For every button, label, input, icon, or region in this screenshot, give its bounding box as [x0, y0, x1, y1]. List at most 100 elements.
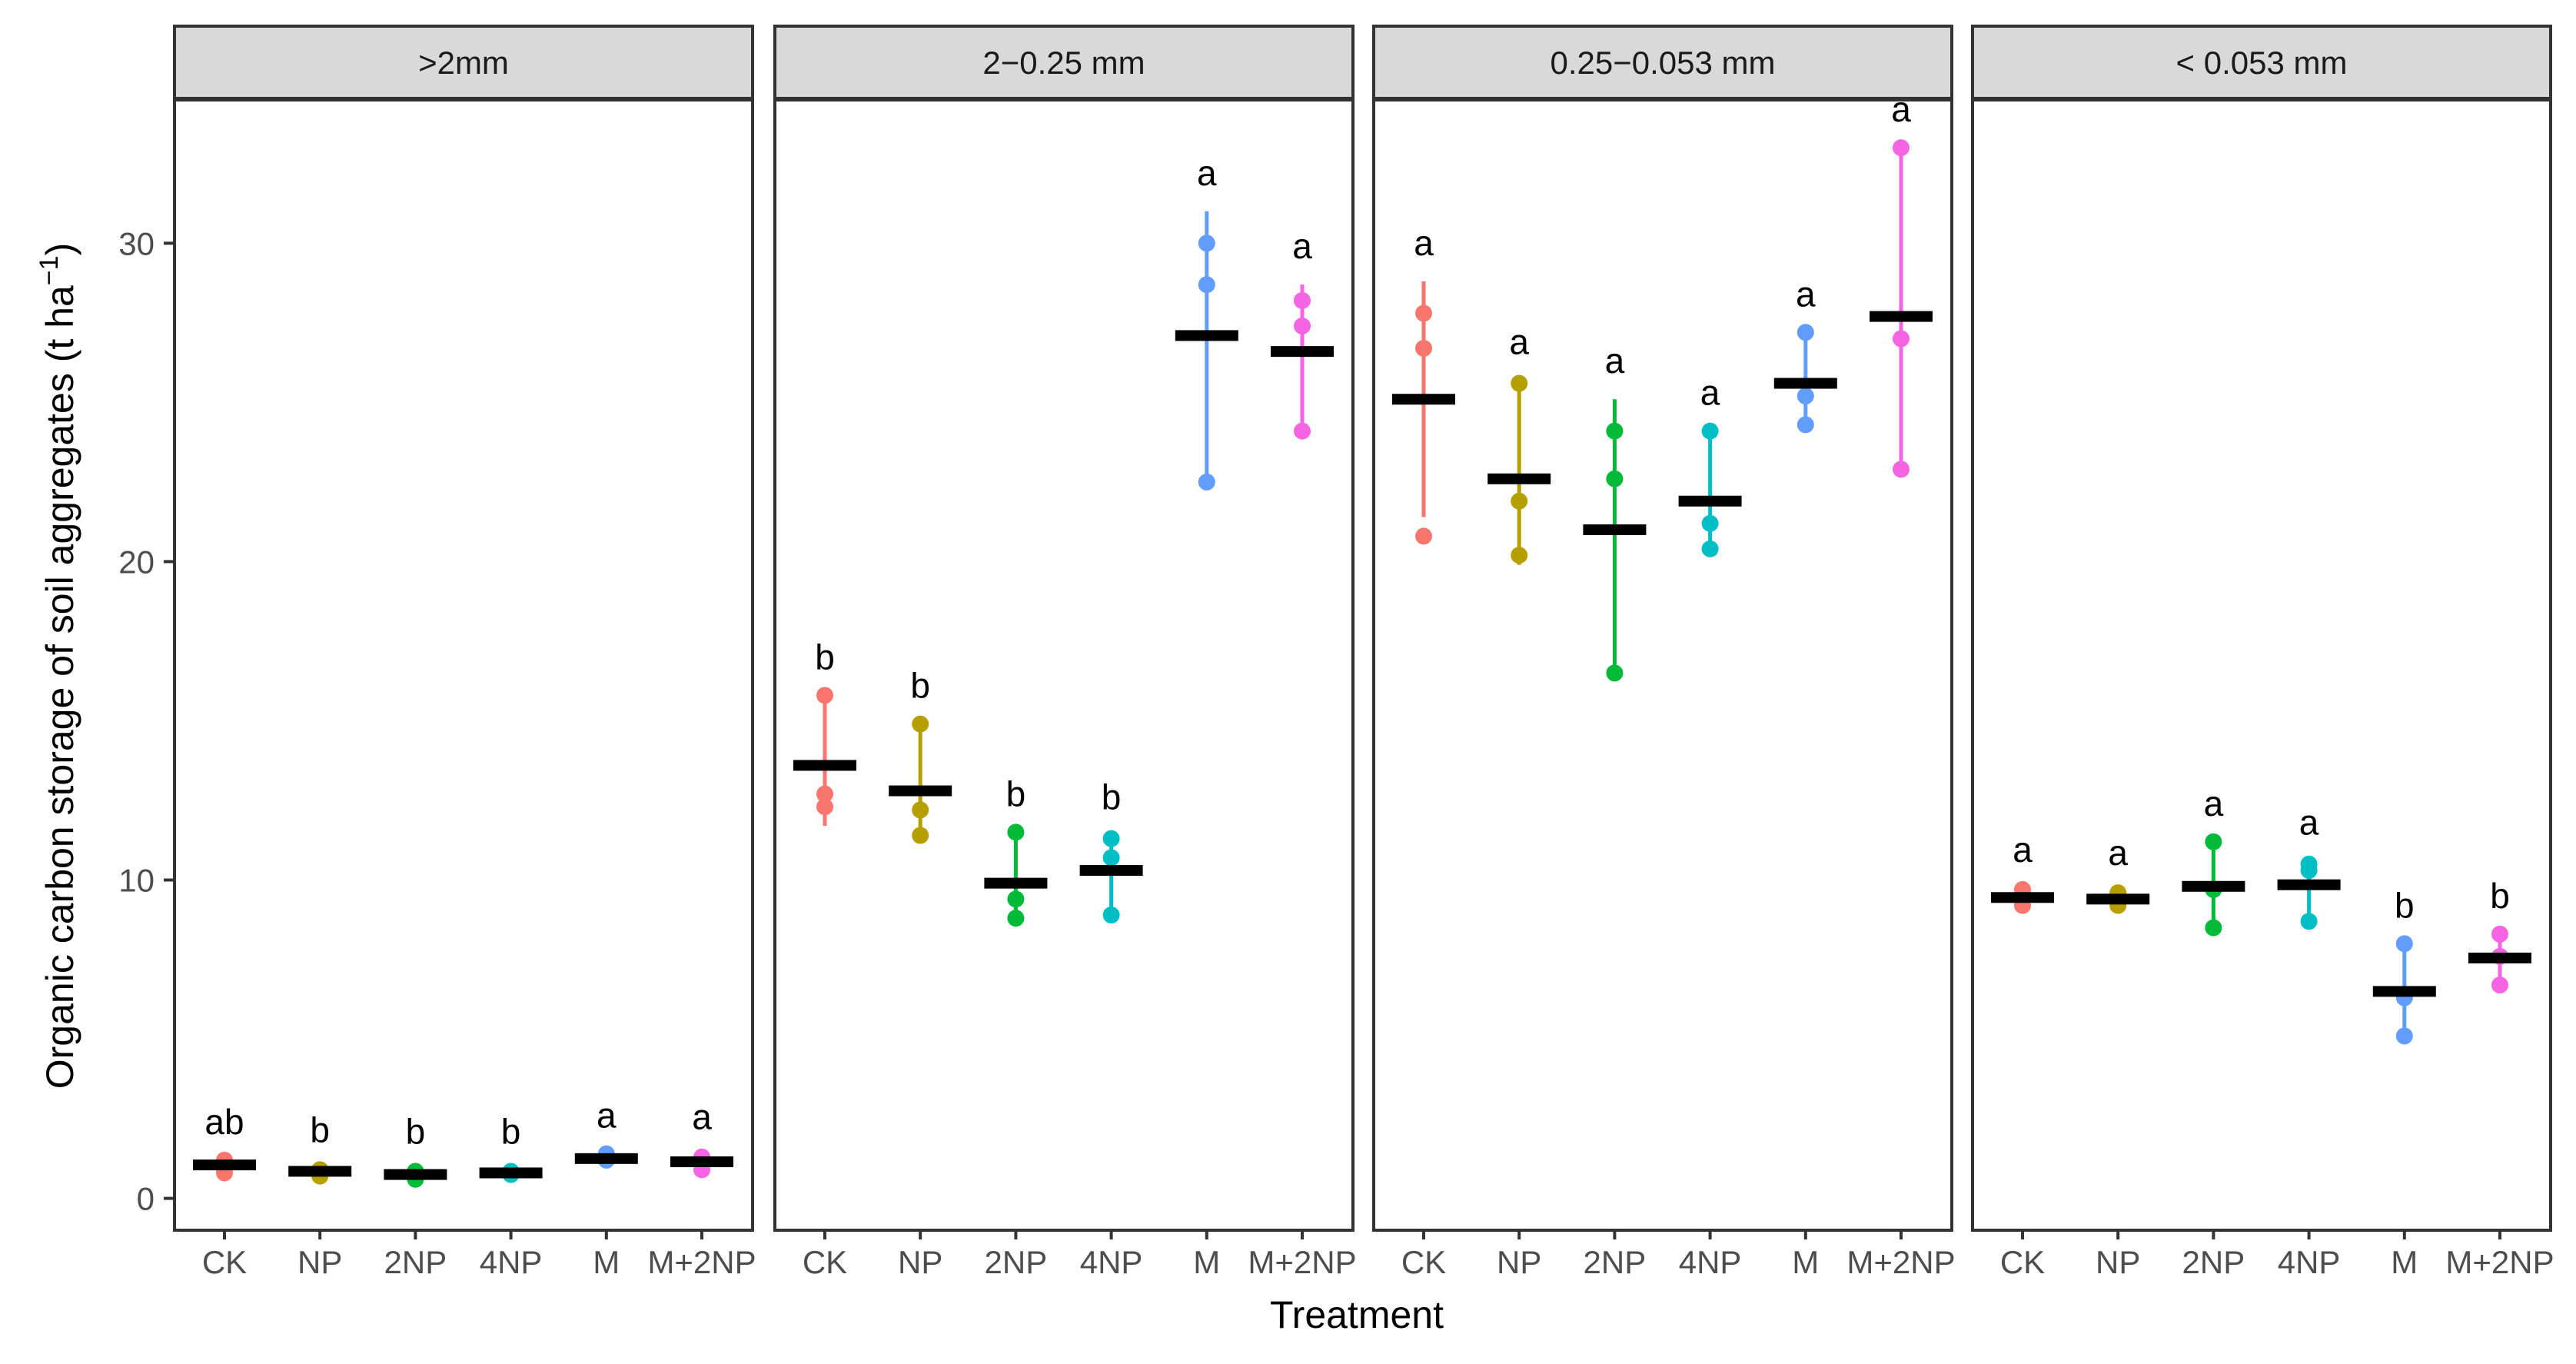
- mean-bar: [1392, 394, 1455, 405]
- group-2np: b: [984, 773, 1048, 927]
- data-point: [1198, 473, 1215, 491]
- mean-bar: [2468, 952, 2531, 963]
- x-tick-label: CK: [1401, 1244, 1446, 1280]
- data-point: [1511, 492, 1528, 510]
- x-tick-label: M+2NP: [1248, 1244, 1356, 1280]
- significance-label: a: [1796, 274, 1816, 314]
- data-point: [2395, 935, 2413, 953]
- group-4np: b: [479, 1111, 543, 1183]
- mean-bar: [2277, 879, 2341, 890]
- y-axis-title-main: Organic carbon storage of soil aggregate…: [38, 285, 81, 1089]
- data-point: [912, 801, 929, 819]
- significance-label: a: [2108, 833, 2128, 873]
- facet-strip-label: 0.25−0.053 mm: [1550, 45, 1775, 81]
- x-axis-title: Treatment: [1270, 1293, 1444, 1336]
- mean-bar: [793, 760, 856, 771]
- facet-strip: [173, 25, 754, 100]
- mean-bar: [1175, 330, 1238, 341]
- y-tick-label: 0: [137, 1181, 155, 1217]
- x-tick-label: M+2NP: [1846, 1244, 1955, 1280]
- data-point: [1007, 890, 1025, 908]
- significance-label: b: [501, 1111, 521, 1151]
- x-tick-label: 4NP: [1080, 1244, 1143, 1280]
- group-np: a: [1487, 321, 1551, 565]
- data-point: [1007, 910, 1025, 927]
- x-tick-label: NP: [1497, 1244, 1541, 1280]
- x-tick-label: M: [1193, 1244, 1220, 1280]
- significance-label: a: [1605, 341, 1625, 381]
- mean-bar: [889, 785, 952, 797]
- data-point: [1198, 276, 1215, 294]
- mean-bar: [1487, 473, 1551, 484]
- data-point: [1007, 823, 1025, 841]
- group-m-plus-2np: b: [2468, 876, 2531, 994]
- significance-label: a: [597, 1096, 617, 1136]
- facet-strip-label: >2mm: [418, 45, 509, 81]
- x-tick-label: 4NP: [1679, 1244, 1742, 1280]
- mean-bar: [984, 877, 1048, 889]
- data-point: [1701, 540, 1719, 557]
- data-point: [1294, 291, 1311, 309]
- significance-label: a: [2204, 783, 2224, 823]
- mean-bar: [1991, 892, 2054, 903]
- significance-label: b: [815, 637, 835, 677]
- panel-2: 2−0.25 mm CK NP 2NP 4NP M M+2NP b b b b a a: [773, 25, 1357, 1280]
- data-point: [1294, 318, 1311, 334]
- y-tick-label: 10: [118, 863, 155, 899]
- data-point: [1797, 324, 1814, 341]
- data-point: [1102, 849, 1120, 867]
- x-tick-label: 4NP: [2278, 1244, 2341, 1280]
- data-point: [1893, 139, 1910, 157]
- mean-bar: [1773, 378, 1837, 389]
- data-point: [2300, 855, 2318, 873]
- panel-4: < 0.053 mm CK NP 2NP 4NP M M+2NP a a a a b b: [1971, 25, 2554, 1280]
- data-point: [816, 798, 833, 816]
- data-point: [1797, 388, 1814, 405]
- mean-bar: [384, 1169, 447, 1180]
- group-np: b: [889, 666, 952, 844]
- significance-label: b: [910, 666, 930, 706]
- group-ck: b: [793, 637, 856, 827]
- significance-label: a: [1197, 153, 1217, 193]
- group-m-plus-2np: a: [670, 1097, 733, 1179]
- significance-label: a: [1414, 223, 1434, 263]
- group-m-plus-2np: a: [1870, 89, 1933, 478]
- mean-bar: [193, 1159, 256, 1171]
- mean-bar: [2086, 893, 2150, 905]
- y-axis-title-close: ): [38, 243, 81, 256]
- mean-bar: [670, 1156, 733, 1167]
- significance-label: b: [310, 1109, 330, 1149]
- facet-strip-label: < 0.053 mm: [2176, 45, 2348, 81]
- x-tick-label: 2NP: [1584, 1244, 1647, 1280]
- group-2np: a: [1583, 341, 1647, 682]
- significance-label: b: [406, 1111, 426, 1151]
- x-tick-label: CK: [202, 1244, 247, 1280]
- panel-border: [773, 98, 1354, 1232]
- panel-3: 0.25−0.053 mm CK NP 2NP 4NP M M+2NP a a a a a a: [1372, 25, 1956, 1280]
- significance-label: a: [1292, 226, 1312, 266]
- data-point: [2300, 913, 2318, 930]
- significance-label: b: [2490, 876, 2510, 916]
- data-point: [1511, 547, 1528, 564]
- data-point: [1701, 422, 1719, 440]
- mean-bar: [2182, 880, 2245, 892]
- data-point: [1893, 330, 1910, 348]
- group-ck: ab: [193, 1102, 256, 1182]
- data-point: [2205, 919, 2222, 937]
- data-point: [912, 715, 929, 733]
- group-ck: a: [1392, 223, 1455, 545]
- mean-bar: [1678, 495, 1742, 507]
- y-tick-label: 30: [118, 225, 155, 261]
- facet-strip: [1971, 25, 2552, 100]
- x-tick-label: M: [2391, 1244, 2418, 1280]
- group-m: b: [2372, 885, 2436, 1045]
- mean-bar: [1583, 524, 1647, 536]
- data-point: [2491, 925, 2508, 943]
- x-tick-label: CK: [2000, 1244, 2045, 1280]
- x-tick-label: NP: [297, 1244, 342, 1280]
- data-point: [1294, 422, 1311, 440]
- data-point: [1797, 416, 1814, 434]
- data-point: [816, 687, 833, 704]
- group-2np: b: [384, 1111, 447, 1188]
- significance-label: a: [692, 1097, 712, 1137]
